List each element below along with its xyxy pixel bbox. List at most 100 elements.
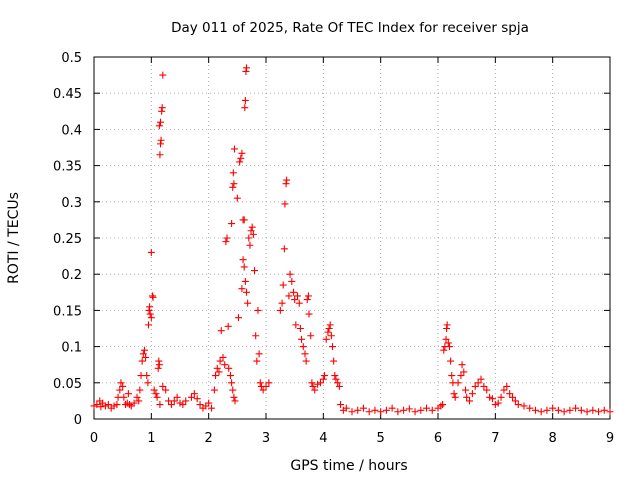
y-tick-label: 0.15 (53, 304, 82, 319)
data-point (104, 401, 112, 409)
data-point (371, 406, 379, 414)
data-point (144, 379, 152, 387)
data-point (124, 390, 132, 398)
data-point (159, 382, 167, 390)
data-point (158, 104, 166, 112)
data-point (595, 408, 603, 416)
data-point (543, 406, 551, 414)
data-point (560, 408, 568, 416)
data-point (462, 386, 470, 394)
data-point (150, 386, 158, 394)
data-point (120, 393, 128, 401)
data-point (241, 277, 249, 285)
data-point (305, 310, 313, 318)
data-point (531, 406, 539, 414)
data-point (231, 397, 239, 405)
data-point (480, 382, 488, 390)
data-point (256, 379, 264, 387)
data-point (215, 368, 223, 376)
data-point (241, 96, 249, 104)
data-point (265, 379, 273, 387)
data-point (443, 321, 451, 329)
data-point (239, 256, 247, 264)
data-point (488, 395, 496, 403)
data-point (294, 292, 302, 300)
data-point (167, 401, 175, 409)
data-point (483, 386, 491, 394)
data-point (196, 401, 204, 409)
data-point (296, 325, 304, 332)
data-point (247, 227, 255, 235)
y-tick-label: 0.5 (61, 51, 82, 66)
data-point (249, 230, 257, 238)
data-point (304, 292, 312, 300)
data-point (377, 408, 385, 416)
data-point (290, 288, 298, 296)
data-point (223, 234, 231, 242)
data-point (506, 390, 514, 398)
data-point (193, 395, 201, 403)
data-point (292, 321, 300, 329)
x-tick-label: 5 (377, 431, 385, 446)
data-point (332, 375, 340, 383)
data-point (334, 379, 342, 387)
y-tick-labels: 0 0.05 0.1 0.15 0.2 0.25 0.3 0.35 0.4 0.45 0.5 (53, 51, 82, 428)
data-point (155, 122, 163, 130)
data-point (281, 200, 289, 208)
data-point (136, 386, 144, 394)
data-point (154, 364, 162, 372)
data-point (243, 288, 251, 296)
x-tick-label: 4 (319, 431, 327, 446)
data-point (577, 406, 585, 414)
data-point (447, 357, 455, 365)
data-point (138, 357, 146, 365)
data-point (213, 364, 221, 372)
data-point (243, 64, 251, 72)
data-point (155, 357, 163, 365)
data-point (205, 399, 213, 407)
y-tick-label: 0.2 (61, 268, 82, 283)
data-point (316, 379, 324, 387)
chart-title: Day 011 of 2025, Rate Of TEC Index for r… (171, 20, 529, 36)
axis-ticks (93, 56, 611, 420)
grid (94, 57, 610, 419)
data-point (298, 335, 306, 343)
data-point (299, 343, 307, 351)
x-tick-label: 0 (90, 431, 98, 446)
data-point (240, 263, 248, 271)
y-tick-label: 0.4 (61, 123, 82, 138)
data-point (494, 399, 502, 407)
data-point (471, 382, 479, 390)
data-point (244, 299, 252, 307)
data-point (255, 350, 263, 358)
data-point (303, 296, 311, 304)
data-point (229, 386, 237, 394)
data-point (320, 372, 328, 380)
data-point (440, 346, 448, 354)
data-point (190, 390, 198, 398)
data-point (230, 145, 238, 153)
data-point (326, 321, 334, 329)
data-point (549, 404, 557, 412)
data-point (282, 180, 290, 188)
data-point (228, 220, 236, 228)
data-point (514, 401, 522, 409)
data-point (566, 406, 574, 414)
data-point (158, 107, 166, 115)
data-point (302, 357, 310, 365)
data-point (245, 234, 253, 242)
data-point (251, 267, 259, 275)
data-point (474, 379, 482, 387)
data-point (142, 353, 150, 361)
data-point (240, 216, 248, 224)
data-point (149, 293, 157, 301)
data-point (222, 238, 230, 246)
x-tick-label: 2 (205, 431, 213, 446)
data-point (234, 314, 242, 322)
y-tick-label: 0.45 (53, 87, 82, 102)
data-points (90, 64, 614, 416)
data-point (230, 393, 238, 401)
data-point (170, 397, 178, 405)
data-point (135, 397, 143, 405)
